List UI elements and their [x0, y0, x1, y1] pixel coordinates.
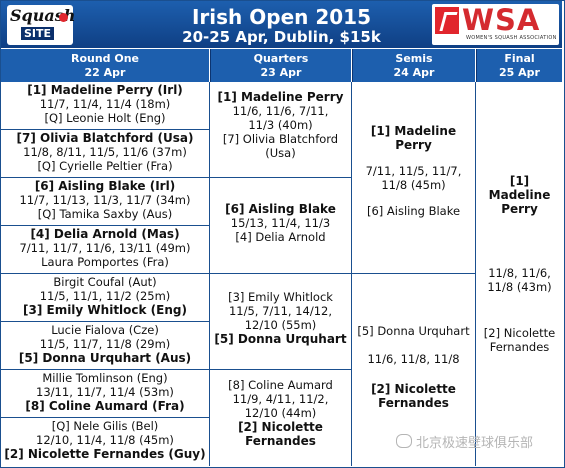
- winner: [2] Nicolette: [371, 382, 456, 396]
- winner: [5] Donna Urquhart (Aus): [18, 351, 192, 365]
- winner-cont: Fernandes: [245, 434, 316, 448]
- match-sf-1: [1] Madeline Perry 7/11, 11/5, 11/7, 11/…: [352, 82, 476, 274]
- match-r1-4: [4] Delia Arnold (Mas) 7/11, 11/7, 11/6,…: [1, 226, 210, 274]
- winner: [8] Coline Aumard (Fra): [25, 399, 185, 413]
- column-header-quarters: Quarters 23 Apr: [210, 49, 351, 82]
- match-qf-3: [3] Emily Whitlock 11/5, 7/11, 14/12, 12…: [210, 274, 352, 370]
- loser: [3] Emily Whitlock: [228, 290, 333, 304]
- winner: Madeline: [488, 188, 551, 202]
- match-r1-6: Lucie Fialova (Cze) 11/5, 11/7, 11/8 (29…: [1, 322, 210, 370]
- winner: [3] Emily Whitlock (Eng): [23, 303, 187, 317]
- winner: [5] Donna Urquhart: [214, 332, 347, 346]
- column-header-round-one: Round One 22 Apr: [1, 49, 209, 82]
- score: 11/5, 11/1, 11/2 (25m): [39, 289, 171, 303]
- page-title: Irish Open 2015: [191, 5, 371, 29]
- loser-cont: Fernandes: [489, 340, 550, 354]
- match-r1-3: [6] Aisling Blake (Irl) 11/7, 11/13, 11/…: [1, 178, 210, 226]
- wechat-icon: [396, 434, 412, 448]
- watermark: 北京极速壁球俱乐部: [396, 432, 533, 451]
- page-subtitle: 20-25 Apr, Dublin, $15k: [182, 28, 381, 46]
- column-date: 22 Apr: [84, 66, 126, 79]
- match-r1-5: Birgit Coufal (Aut) 11/5, 11/1, 11/2 (25…: [1, 274, 210, 322]
- match-r1-2: [7] Olivia Blatchford (Usa) 11/8, 8/11, …: [1, 130, 210, 178]
- loser-country: (Usa): [265, 146, 296, 160]
- winner-cont: Perry: [395, 138, 432, 152]
- column-name: Round One: [70, 52, 140, 65]
- winner-seed: [1]: [509, 174, 530, 188]
- loser: [2] Nicolette: [483, 326, 556, 340]
- winner: [1] Madeline Perry (Irl): [27, 83, 183, 97]
- score: 11/5, 7/11, 14/12,: [228, 304, 333, 318]
- winner-cont: Perry: [501, 202, 538, 216]
- score: 11/6, 11/8, 11/8: [367, 352, 460, 366]
- score: 15/13, 11/4, 11/3: [230, 216, 331, 230]
- match-sf-2: [5] Donna Urquhart 11/6, 11/8, 11/8 [2] …: [352, 274, 476, 466]
- squash-site-logo[interactable]: Squash SITE: [7, 5, 75, 45]
- match-r1-8: [Q] Nele Gilis (Bel) 12/10, 11/4, 11/8 (…: [1, 418, 210, 466]
- column-name: Semis: [395, 52, 433, 65]
- loser: [8] Coline Aumard: [228, 378, 333, 392]
- winner: [2] Nicolette: [238, 420, 323, 434]
- score-cont: 11/3 (40m): [248, 118, 313, 132]
- wsa-logo-subtext: WOMEN'S SQUASH ASSOCIATION: [466, 35, 557, 41]
- score: 13/11, 11/7, 11/4 (53m): [36, 385, 174, 399]
- match-r1-1: [1] Madeline Perry (Irl) 11/7, 11/4, 11/…: [1, 82, 210, 130]
- score: 7/11, 11/5, 11/7,: [365, 164, 462, 178]
- score: 11/9, 4/11, 11/2,: [232, 392, 329, 406]
- score-cont: 11/8 (45m): [381, 178, 446, 192]
- column-header-final: Final 25 Apr: [476, 49, 562, 82]
- winner: [6] Aisling Blake: [225, 202, 336, 216]
- match-qf-2: [6] Aisling Blake 15/13, 11/4, 11/3 [4] …: [210, 178, 352, 274]
- column-name: Quarters: [253, 52, 309, 65]
- loser: [5] Donna Urquhart: [357, 324, 470, 338]
- loser: Birgit Coufal (Aut): [53, 275, 157, 289]
- loser: [Q] Cyrielle Peltier (Fra): [37, 159, 173, 173]
- match-r1-7: Millie Tomlinson (Eng) 13/11, 11/7, 11/4…: [1, 370, 210, 418]
- score-cont: 11/8 (43m): [487, 280, 552, 294]
- wsa-logo-text: WSA: [462, 3, 541, 37]
- column-header-semis: Semis 24 Apr: [352, 49, 475, 82]
- wsa-player-icon: [435, 7, 459, 34]
- winner: [1] Madeline Perry: [217, 90, 344, 104]
- score: 12/10, 11/4, 11/8 (45m): [36, 433, 174, 447]
- column-name: Final: [504, 52, 535, 65]
- loser: [Q] Tamika Saxby (Aus): [37, 207, 173, 221]
- score: 11/6, 11/6, 7/11,: [232, 104, 329, 118]
- loser: [Q] Leonie Holt (Eng): [44, 111, 166, 125]
- loser: [4] Delia Arnold: [235, 230, 326, 244]
- loser: [Q] Nele Gilis (Bel): [51, 419, 159, 433]
- match-qf-4: [8] Coline Aumard 11/9, 4/11, 11/2, 12/1…: [210, 370, 352, 466]
- watermark-text: 北京极速壁球俱乐部: [416, 436, 534, 451]
- winner: [2] Nicolette Fernandes (Guy): [4, 447, 206, 461]
- winner: [1] Madeline: [370, 124, 457, 138]
- winner: [6] Aisling Blake (Irl): [34, 179, 176, 193]
- squash-ball-icon: [59, 13, 68, 22]
- loser: [7] Olivia Blatchford: [222, 132, 339, 146]
- score: 11/8, 11/6,: [488, 266, 551, 280]
- match-final: [1] Madeline Perry 11/8, 11/6, 11/8 (43m…: [476, 82, 563, 466]
- score: 11/5, 11/7, 11/8 (29m): [39, 337, 171, 351]
- winner: [7] Olivia Blatchford (Usa): [16, 131, 194, 145]
- score: 11/7, 11/4, 11/4 (18m): [39, 97, 171, 111]
- winner-cont: Fernandes: [378, 396, 449, 410]
- score-cont: 12/10 (55m): [244, 318, 317, 332]
- score: 7/11, 11/7, 11/6, 13/11 (49m): [19, 241, 191, 255]
- logo-site-text: SITE: [21, 27, 55, 40]
- header-banner: Squash SITE Irish Open 2015 20-25 Apr, D…: [1, 1, 562, 48]
- score: 11/7, 11/13, 11/3, 11/7 (34m): [19, 193, 191, 207]
- wsa-logo[interactable]: WSA WOMEN'S SQUASH ASSOCIATION: [432, 3, 559, 45]
- loser: [6] Aisling Blake: [366, 204, 461, 218]
- score: 11/8, 8/11, 11/5, 11/6 (37m): [23, 145, 187, 159]
- column-date: 24 Apr: [393, 66, 435, 79]
- loser: Lucie Fialova (Cze): [51, 323, 159, 337]
- loser: Millie Tomlinson (Eng): [42, 371, 168, 385]
- score-cont: 12/10 (44m): [244, 406, 317, 420]
- winner: [4] Delia Arnold (Mas): [30, 227, 180, 241]
- column-date: 25 Apr: [499, 66, 540, 79]
- column-date: 23 Apr: [260, 66, 302, 79]
- match-qf-1: [1] Madeline Perry 11/6, 11/6, 7/11, 11/…: [210, 82, 352, 178]
- loser: Laura Pomportes (Fra): [41, 255, 169, 269]
